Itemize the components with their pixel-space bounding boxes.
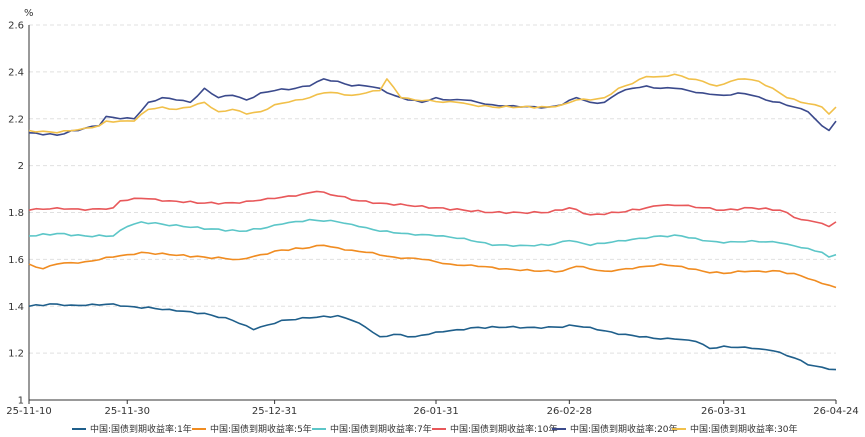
y-tick-label: 2	[18, 161, 24, 172]
legend-label: 中国:国债到期收益率:10年	[450, 423, 558, 435]
y-tick-label: 1	[18, 396, 24, 407]
x-tick-label: 26-02-28	[547, 406, 592, 417]
legend-label: 中国:国债到期收益率:7年	[330, 423, 432, 435]
legend-label: 中国:国债到期收益率:30年	[690, 423, 798, 435]
series-line-6	[28, 73, 837, 134]
y-tick-label: 1.2	[8, 349, 24, 360]
legend-label: 中国:国债到期收益率:1年	[90, 423, 192, 435]
x-tick-label: 26-04-24	[813, 406, 858, 417]
y-tick-label: 2.6	[8, 21, 24, 32]
legend: 中国:国债到期收益率:1年 中国:国债到期收益率:5年 中国:国债到期收益率:7年 中…	[72, 423, 798, 435]
x-tick-label: 26-01-31	[413, 406, 458, 417]
series-line-4	[28, 190, 837, 228]
series-line-1	[28, 303, 837, 371]
legend-label: 中国:国债到期收益率:20年	[570, 423, 678, 435]
legend-label: 中国:国债到期收益率:5年	[210, 423, 312, 435]
series-line-5	[28, 78, 837, 136]
x-tick-label: 25-11-30	[105, 406, 150, 417]
series-line-3	[28, 218, 837, 258]
series-line-2	[28, 244, 837, 289]
axis-layer: 1 1.2 1.4 1.6 1.8 2 2.2 2.4 2.6 25-11-10 25-11-30 2…	[6, 21, 858, 418]
y-axis-unit-label: %	[24, 8, 34, 19]
x-tick-label: 26-03-31	[701, 406, 746, 417]
x-tick-label: 25-12-31	[252, 406, 297, 417]
grid-layer	[29, 24, 836, 354]
series-layer	[28, 73, 837, 371]
y-tick-label: 2.4	[8, 67, 24, 78]
y-tick-label: 1.6	[8, 255, 24, 266]
y-tick-label: 1.4	[8, 302, 24, 313]
y-tick-label: 2.2	[8, 114, 24, 125]
x-tick-label: 25-11-10	[6, 406, 51, 417]
y-tick-label: 1.8	[8, 208, 24, 219]
